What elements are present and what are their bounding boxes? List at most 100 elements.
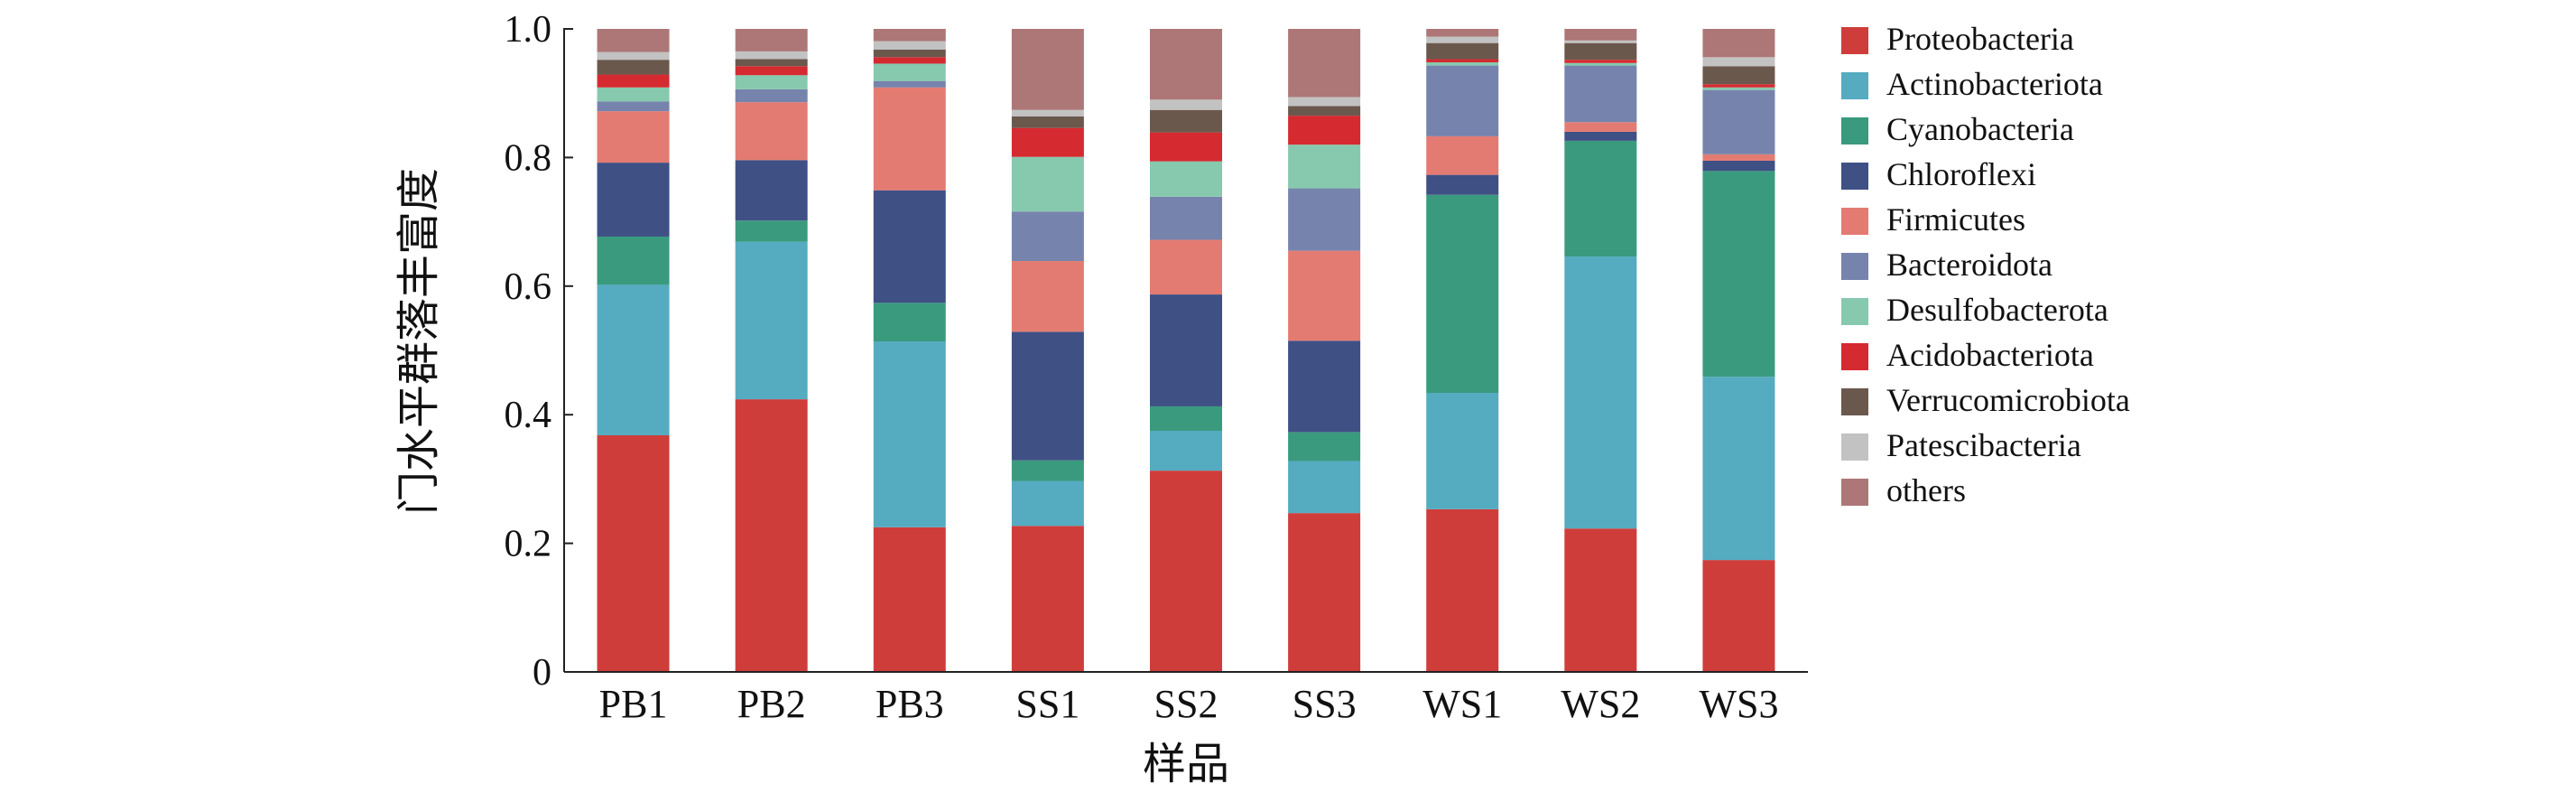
bar-segment-ws3-chloroflexi <box>1702 160 1775 172</box>
bar-segment-ws3-bacteroidota <box>1702 89 1775 154</box>
bar-segment-ws1-chloroflexi <box>1426 174 1499 195</box>
bar-segment-pb1-bacteroidota <box>597 101 670 112</box>
bar-segment-pb3-desulfobacterota <box>873 63 946 81</box>
bar-segment-ws3-desulfobacterota <box>1702 87 1775 90</box>
bar-segment-pb2-proteobacteria <box>735 399 808 672</box>
legend-label: Actinobacteriota <box>1886 66 2103 102</box>
legend-item-firmicutes: Firmicutes <box>1841 201 2025 238</box>
legend-swatch <box>1841 117 1868 144</box>
bar-segment-ss2-desulfobacterota <box>1150 161 1222 197</box>
bar-group-pb3 <box>873 29 946 672</box>
bar-segment-ws2-cyanobacteria <box>1564 140 1637 257</box>
bar-segment-ws3-cyanobacteria <box>1702 171 1775 378</box>
bar-segment-ss3-others <box>1288 29 1361 98</box>
bar-segment-ws2-acidobacteriota <box>1564 60 1637 63</box>
bar-segment-ss1-firmicutes <box>1011 261 1084 332</box>
axes-layer: 0 0.2 0.4 0.6 0.8 1.0 PB1 PB2 PB3 SS1 SS2 SS3 WS1 WS2… <box>395 9 1808 788</box>
bar-segment-ws3-patescibacteria <box>1702 57 1775 67</box>
legend-swatch <box>1841 388 1868 415</box>
bar-segment-ws2-bacteroidota <box>1564 65 1637 123</box>
bar-segment-pb3-firmicutes <box>873 87 946 191</box>
legend-swatch <box>1841 479 1868 506</box>
y-tick-label: 0.2 <box>505 524 552 565</box>
bar-segment-pb3-bacteroidota <box>873 80 946 88</box>
bar-segment-ss2-verrucomicrobiota <box>1150 109 1222 133</box>
bar-segment-pb3-patescibacteria <box>873 41 946 50</box>
bar-group-ws2 <box>1564 29 1637 672</box>
bar-group-ws1 <box>1426 29 1499 672</box>
bar-segment-pb3-chloroflexi <box>873 190 946 303</box>
bar-segment-ws3-others <box>1702 29 1775 58</box>
bar-segment-ws2-actinobacteriota <box>1564 256 1637 529</box>
legend-item-bacteroidota: Bacteroidota <box>1841 247 2052 283</box>
bar-segment-ss2-actinobacteriota <box>1150 431 1222 471</box>
bar-segment-pb1-chloroflexi <box>597 163 670 237</box>
x-axis-title: 样品 <box>1143 741 1229 788</box>
legend-item-others: others <box>1841 472 1966 508</box>
bar-segment-ws2-desulfobacterota <box>1564 62 1637 66</box>
bar-segment-ws1-acidobacteriota <box>1426 59 1499 63</box>
bar-segment-ss3-firmicutes <box>1288 250 1361 341</box>
bar-segment-pb2-verrucomicrobiota <box>735 59 808 67</box>
bar-segment-pb1-proteobacteria <box>597 434 670 672</box>
bar-segment-ss1-desulfobacterota <box>1011 156 1084 212</box>
legend-swatch <box>1841 208 1868 235</box>
bar-group-ss3 <box>1288 29 1361 672</box>
legend-item-acidobacteriota: Acidobacteriota <box>1841 337 2094 373</box>
bar-segment-ws1-desulfobacterota <box>1426 62 1499 66</box>
bar-segment-pb1-verrucomicrobiota <box>597 60 670 75</box>
x-tick-label-pb1: PB1 <box>599 682 668 726</box>
bar-segment-pb3-verrucomicrobiota <box>873 49 946 58</box>
bar-segment-ss2-proteobacteria <box>1150 471 1222 672</box>
legend-swatch <box>1841 298 1868 325</box>
legend-label: Patescibacteria <box>1886 427 2081 463</box>
legend-item-chloroflexi: Chloroflexi <box>1841 156 2036 192</box>
legend-swatch <box>1841 433 1868 461</box>
x-tick-label-pb3: PB3 <box>876 682 944 726</box>
bar-segment-ws3-actinobacteriota <box>1702 377 1775 561</box>
bar-segment-ss1-cyanobacteria <box>1011 460 1084 481</box>
bar-segment-ss3-proteobacteria <box>1288 513 1361 672</box>
bar-segment-ss1-bacteroidota <box>1011 211 1084 262</box>
bar-segment-pb2-actinobacteriota <box>735 241 808 400</box>
bar-segment-pb3-proteobacteria <box>873 527 946 672</box>
bar-segment-pb2-desulfobacterota <box>735 75 808 89</box>
bar-segment-pb1-desulfobacterota <box>597 87 670 102</box>
legend-label: Firmicutes <box>1886 201 2025 238</box>
bar-segment-ss3-desulfobacterota <box>1288 144 1361 189</box>
bar-segment-ws1-proteobacteria <box>1426 508 1499 672</box>
bar-segment-pb2-firmicutes <box>735 102 808 161</box>
y-tick-label: 1.0 <box>505 9 552 51</box>
bar-segment-pb3-acidobacteriota <box>873 57 946 64</box>
bar-segment-pb1-firmicutes <box>597 111 670 163</box>
bar-segment-pb1-acidobacteriota <box>597 74 670 88</box>
legend-label: Acidobacteriota <box>1886 337 2094 373</box>
bar-segment-ss1-acidobacteriota <box>1011 127 1084 157</box>
legend-swatch <box>1841 72 1868 99</box>
bar-group-pb1 <box>597 29 670 672</box>
bar-segment-ws1-cyanobacteria <box>1426 194 1499 393</box>
y-tick-label: 0.6 <box>505 266 552 308</box>
legend-swatch <box>1841 253 1868 280</box>
bar-segment-ws2-verrucomicrobiota <box>1564 42 1637 61</box>
bar-segment-ws2-proteobacteria <box>1564 528 1637 672</box>
legend-label: Proteobacteria <box>1886 21 2074 57</box>
x-tick-label-ss1: SS1 <box>1015 682 1080 726</box>
bar-group-ws3 <box>1702 29 1775 672</box>
bar-segment-ws1-verrucomicrobiota <box>1426 42 1499 60</box>
bar-segment-pb2-chloroflexi <box>735 160 808 221</box>
legend-label: Verrucomicrobiota <box>1886 382 2130 418</box>
bar-segment-pb2-bacteroidota <box>735 89 808 103</box>
bar-segment-ss2-patescibacteria <box>1150 99 1222 110</box>
bar-segment-pb2-patescibacteria <box>735 51 808 60</box>
legend-swatch <box>1841 27 1868 54</box>
bar-segment-pb1-others <box>597 29 670 52</box>
bar-segment-ws3-verrucomicrobiota <box>1702 66 1775 85</box>
x-tick-label-pb2: PB2 <box>737 682 806 726</box>
bar-segment-pb1-patescibacteria <box>597 51 670 61</box>
legend-label: Cyanobacteria <box>1886 111 2074 147</box>
y-tick-label: 0 <box>533 652 551 694</box>
bar-segment-ss1-patescibacteria <box>1011 109 1084 117</box>
bar-segment-ss2-chloroflexi <box>1150 294 1222 406</box>
